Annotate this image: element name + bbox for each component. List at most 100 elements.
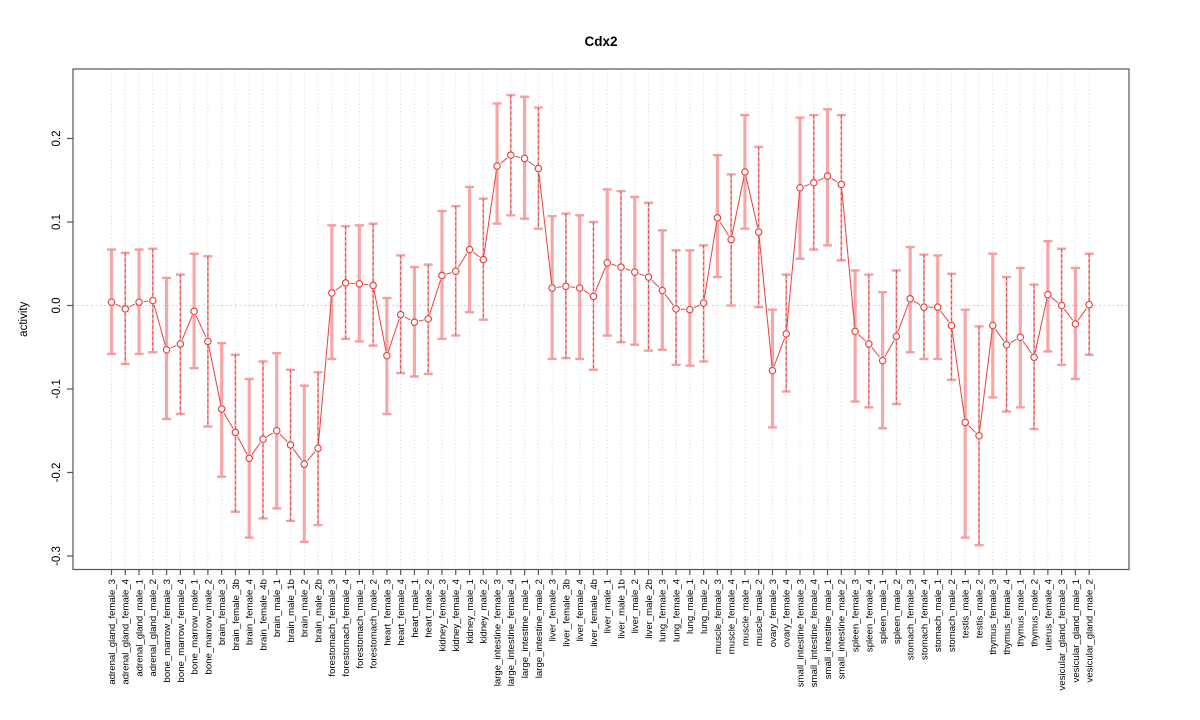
- series-line-segment: [758, 236, 773, 367]
- x-tick-label: bone_marrow_female_3: [162, 579, 173, 682]
- data-point: [947, 321, 956, 330]
- data-point: [892, 332, 901, 341]
- data-point: [782, 330, 791, 338]
- series-line-segment: [570, 286, 576, 288]
- series-line-segment: [538, 173, 553, 284]
- x-tick-label: liver_male_2b: [644, 579, 655, 639]
- series-line-segment: [871, 347, 881, 358]
- data-point: [603, 259, 611, 267]
- data-point: [713, 214, 722, 222]
- data-point: [686, 305, 694, 314]
- data-point: [396, 310, 405, 319]
- series-line-segment: [1034, 299, 1048, 353]
- data-point: [933, 303, 942, 311]
- series-line-segment: [831, 178, 838, 183]
- series-line-segment: [979, 330, 993, 432]
- series-line-segment: [664, 293, 674, 306]
- series-line-segment: [731, 176, 745, 236]
- data-point: [1044, 290, 1052, 299]
- data-point: [617, 263, 625, 271]
- data-point: [286, 441, 295, 449]
- data-point: [465, 245, 474, 254]
- x-tick-label: liver_male_2: [630, 579, 641, 633]
- data-point: [149, 296, 157, 305]
- data-point: [231, 428, 240, 437]
- x-tick-label: brain_female_4b: [258, 579, 269, 650]
- data-point: [259, 435, 267, 443]
- y-tick-label: -0.2: [51, 463, 63, 483]
- y-tick-label: -0.1: [51, 379, 63, 399]
- series-line-segment: [208, 345, 222, 405]
- x-tick-label: forestomach_male_1: [355, 579, 366, 669]
- data-point: [479, 255, 488, 264]
- x-tick-label: liver_female_4b: [589, 579, 600, 647]
- x-tick-label: adrenal_gland_male_1: [134, 579, 145, 677]
- series-line-segment: [373, 289, 387, 352]
- series-line-segment: [968, 425, 977, 433]
- x-tick-label: small_intestine_male_2: [837, 579, 848, 679]
- x-tick-label: liver_female_3: [548, 579, 559, 641]
- series-line-segment: [1022, 340, 1032, 354]
- data-point: [562, 282, 570, 291]
- series-line-segment: [195, 315, 207, 338]
- x-tick-label: stomach_male_1: [933, 579, 944, 652]
- series-line-segment: [556, 286, 562, 288]
- series-line-segment: [181, 315, 193, 340]
- x-tick-label: brain_female_3b: [231, 579, 242, 650]
- data-point: [1002, 340, 1011, 349]
- x-tick-label: brain_female_4: [245, 578, 256, 645]
- x-tick-label: lung_male_1: [685, 579, 696, 634]
- data-point: [107, 298, 116, 306]
- series-line-segment: [363, 283, 369, 286]
- x-tick-label: heart_female_3: [382, 579, 393, 646]
- series-line-segment: [1051, 297, 1059, 304]
- data-point: [823, 172, 832, 180]
- x-tick-label: bone_marrow_female_4: [176, 578, 187, 682]
- data-point: [520, 154, 529, 163]
- data-point: [989, 321, 997, 330]
- series-line-segment: [404, 316, 411, 321]
- data-point: [314, 444, 322, 453]
- series-line-segment: [897, 302, 910, 333]
- data-point: [493, 162, 501, 170]
- x-tick-label: brain_female_3: [217, 579, 228, 645]
- data-point: [878, 356, 887, 365]
- x-tick-label: stomach_male_2: [947, 579, 958, 652]
- data-point: [534, 164, 543, 173]
- x-tick-label: vesicular_gland_female_3: [1057, 579, 1068, 690]
- x-tick-label: kidney_female_3: [437, 579, 448, 652]
- data-point: [1030, 353, 1038, 362]
- series-line-segment: [1010, 338, 1017, 343]
- x-tick-label: adrenal_gland_female_3: [107, 579, 118, 685]
- x-tick-label: testis_male_2: [974, 579, 985, 638]
- data-point: [851, 327, 859, 336]
- data-point: [658, 286, 667, 295]
- x-tick-label: large_intestine_male_2: [534, 579, 545, 678]
- x-tick-label: thymus_female_3: [988, 579, 999, 655]
- series-line-segment: [940, 310, 950, 323]
- series-line-segment: [884, 340, 895, 357]
- series-line-segment: [429, 279, 442, 315]
- x-tick-label: large_intestine_female_3: [492, 579, 503, 686]
- series-line-segment: [804, 183, 810, 187]
- data-point: [699, 299, 708, 307]
- data-point: [865, 340, 873, 348]
- data-point: [1016, 333, 1025, 342]
- x-tick-label: forestomach_female_4: [341, 578, 352, 676]
- series-line-segment: [153, 304, 166, 346]
- data-point: [741, 168, 749, 176]
- x-tick-label: brain_male_2: [300, 579, 311, 637]
- data-point: [245, 454, 253, 463]
- data-point: [162, 345, 171, 354]
- series-line-segment: [951, 330, 966, 418]
- x-tick-label: brain_male_2b: [313, 579, 324, 642]
- series-line-segment: [129, 303, 136, 308]
- x-tick-label: muscle_female_4: [727, 578, 738, 654]
- series-line-segment: [279, 433, 288, 442]
- x-tick-label: muscle_female_3: [713, 579, 724, 654]
- data-point: [548, 284, 556, 292]
- series-line-segment: [528, 160, 535, 167]
- series-line-segment: [418, 319, 424, 322]
- data-point: [135, 298, 143, 306]
- data-point: [589, 292, 598, 301]
